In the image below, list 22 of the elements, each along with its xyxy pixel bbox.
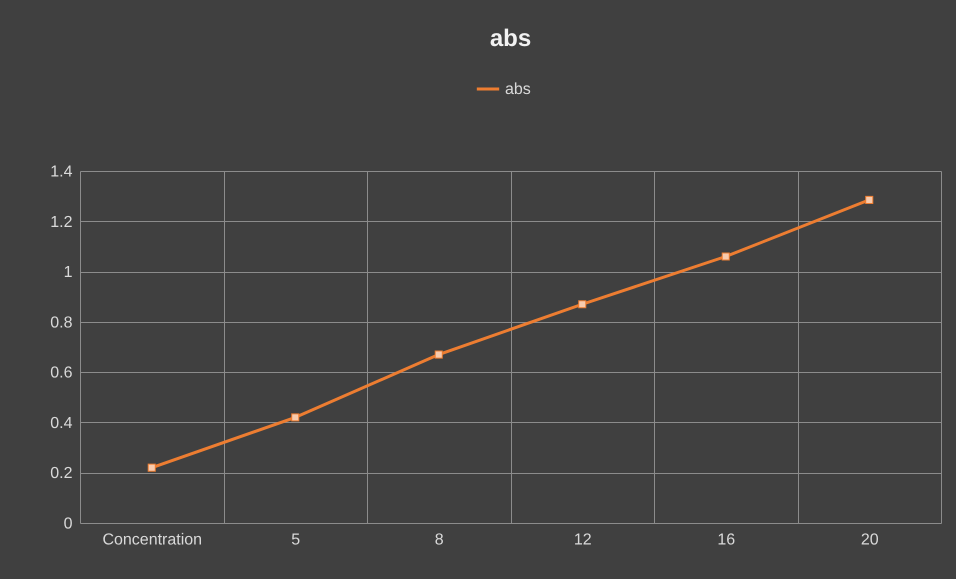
- point: [148, 464, 156, 472]
- x-tick-label: 8: [434, 532, 444, 548]
- point: [578, 300, 586, 308]
- y-tick-label: 0.4: [50, 414, 73, 432]
- y-tick-label: 1: [64, 264, 73, 282]
- point: [865, 196, 874, 204]
- y-tick-label: 0.6: [50, 364, 73, 382]
- x-tick-label: 5: [291, 532, 300, 548]
- y-tick-label: 1.2: [50, 214, 73, 231]
- y-tick-label: 0.8: [50, 314, 73, 332]
- x-tick-label: 16: [717, 532, 736, 548]
- chart-title: abs: [490, 25, 532, 52]
- y-tick-label: 0: [64, 516, 73, 532]
- x-tick-label: Concentration: [102, 532, 202, 548]
- x-tick-label: 12: [574, 532, 592, 548]
- y-tick-label: 1.4: [50, 164, 73, 180]
- point: [291, 413, 300, 422]
- point: [434, 350, 443, 359]
- point: [722, 252, 730, 261]
- y-tick-label: 0.2: [50, 465, 73, 482]
- legend-label: abs: [505, 81, 531, 98]
- x-tick-label: 20: [860, 532, 879, 548]
